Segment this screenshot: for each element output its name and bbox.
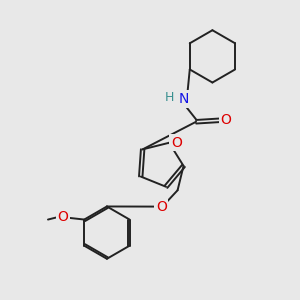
Text: N: N <box>179 92 189 106</box>
Text: O: O <box>220 113 231 127</box>
Text: O: O <box>156 200 167 214</box>
Text: H: H <box>165 91 175 103</box>
Text: O: O <box>171 136 182 150</box>
Text: O: O <box>57 210 68 224</box>
